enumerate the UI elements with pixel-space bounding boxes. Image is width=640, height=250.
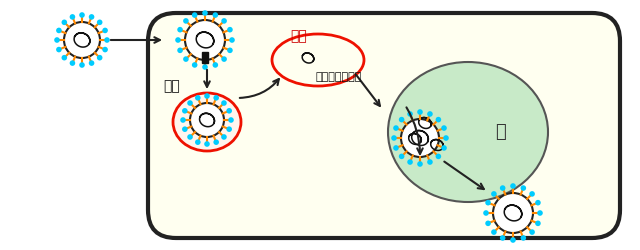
Circle shape [436,117,441,122]
Circle shape [56,47,61,52]
Circle shape [485,220,491,226]
Circle shape [393,125,399,131]
Circle shape [89,14,94,20]
Ellipse shape [388,62,548,202]
Circle shape [491,229,497,235]
Circle shape [221,56,227,62]
FancyBboxPatch shape [148,13,620,238]
Circle shape [427,159,433,165]
Text: 脱殻: 脱殻 [290,29,307,43]
Circle shape [202,10,208,16]
Circle shape [221,100,227,106]
Circle shape [190,103,224,137]
Circle shape [192,62,198,68]
Text: 核: 核 [495,123,506,141]
Circle shape [221,18,227,24]
Circle shape [61,20,67,25]
Circle shape [407,111,413,117]
Circle shape [493,193,533,233]
Circle shape [102,47,108,52]
Circle shape [195,95,200,101]
Circle shape [510,183,516,189]
Circle shape [537,210,543,216]
Circle shape [97,20,102,25]
Circle shape [228,117,234,123]
Circle shape [212,12,218,18]
Circle shape [204,141,210,147]
Circle shape [417,109,423,115]
Circle shape [79,62,85,68]
Circle shape [441,125,447,131]
Circle shape [500,185,506,191]
Circle shape [227,126,232,132]
Text: ウイルスゲノム: ウイルスゲノム [315,72,362,82]
Circle shape [212,62,218,68]
Circle shape [70,14,76,20]
Circle shape [79,12,85,18]
Circle shape [427,111,433,117]
Text: 侵入: 侵入 [163,79,180,93]
Circle shape [227,108,232,114]
Circle shape [227,48,233,53]
Circle shape [183,56,189,62]
Circle shape [213,95,219,101]
Circle shape [175,37,181,43]
Circle shape [399,117,404,122]
Bar [202,52,208,63]
Circle shape [182,108,188,114]
Circle shape [180,117,186,123]
Circle shape [64,22,100,58]
Circle shape [436,154,441,159]
Circle shape [182,126,188,132]
Circle shape [443,135,449,141]
Circle shape [177,27,183,32]
Circle shape [529,229,535,235]
Circle shape [188,134,193,140]
Circle shape [393,145,399,151]
Circle shape [183,18,189,24]
Circle shape [399,154,404,159]
Circle shape [520,235,526,241]
Circle shape [491,191,497,197]
Circle shape [229,37,235,43]
Circle shape [61,55,67,60]
Circle shape [483,210,489,216]
Circle shape [97,55,102,60]
Circle shape [529,191,535,197]
Circle shape [202,64,208,70]
Circle shape [535,220,541,226]
Circle shape [185,20,225,60]
Circle shape [70,60,76,66]
Circle shape [89,60,94,66]
Ellipse shape [173,93,241,151]
Circle shape [188,100,193,106]
Circle shape [221,134,227,140]
Circle shape [102,28,108,33]
Circle shape [204,93,210,99]
Circle shape [56,28,61,33]
Circle shape [227,27,233,32]
Circle shape [520,185,526,191]
Circle shape [54,37,60,43]
Circle shape [441,145,447,151]
Circle shape [510,237,516,243]
Circle shape [485,200,491,205]
Circle shape [177,48,183,53]
Circle shape [195,139,200,145]
Circle shape [535,200,541,205]
Circle shape [391,135,397,141]
Circle shape [417,161,423,167]
Circle shape [500,235,506,241]
Circle shape [401,119,439,157]
Circle shape [104,37,110,43]
Circle shape [213,139,219,145]
Circle shape [192,12,198,18]
Circle shape [407,159,413,165]
